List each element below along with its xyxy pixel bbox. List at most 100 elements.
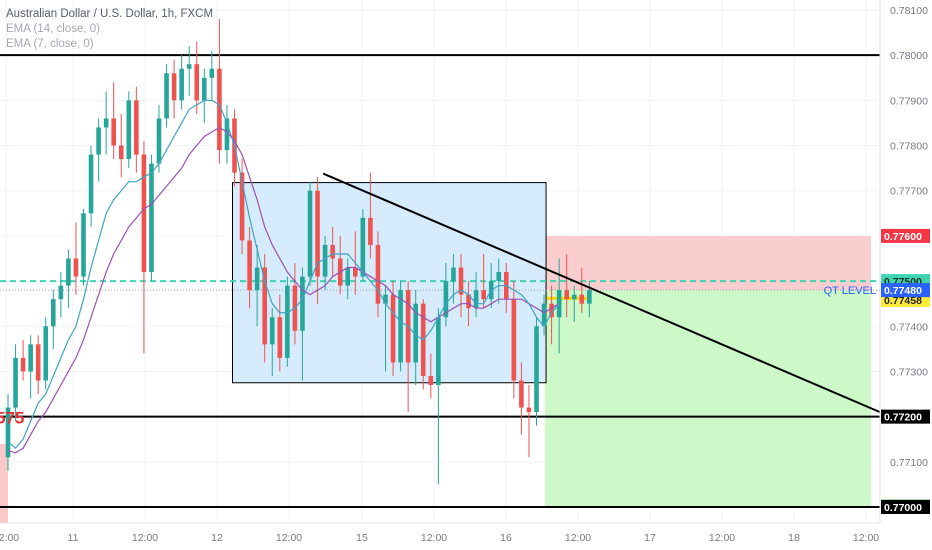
candle-body xyxy=(353,267,358,277)
candle-body xyxy=(224,118,230,151)
candle-body xyxy=(35,344,41,381)
candle-body xyxy=(534,326,539,413)
bullish-candle xyxy=(443,263,449,327)
candle-body xyxy=(73,258,79,277)
bullish-candle xyxy=(269,308,275,376)
bullish-candle xyxy=(345,258,351,300)
time-tick-label: 12:00 xyxy=(132,532,158,544)
candle-body xyxy=(209,68,215,78)
chart-legend: Australian Dollar / U.S. Dollar, 1h, FXC… xyxy=(6,7,213,52)
price-badges: 0.776000.775000.774580.774800.772000.770… xyxy=(0,228,930,514)
bullish-candle xyxy=(186,46,192,96)
bearish-candle xyxy=(277,294,283,372)
candle-body xyxy=(345,267,351,286)
candle-body xyxy=(156,118,162,164)
candle-body xyxy=(496,272,502,282)
candle-body xyxy=(428,375,434,386)
bearish-candle xyxy=(194,41,200,114)
bullish-candle xyxy=(398,281,403,372)
price-badge xyxy=(881,228,930,243)
candle-body xyxy=(103,118,109,128)
candle-body xyxy=(511,299,517,381)
price-tick-label: 0.77100 xyxy=(890,457,928,469)
time-tick-label: 17 xyxy=(644,532,656,544)
bearish-candle xyxy=(315,177,320,304)
price-tick-label: 0.77300 xyxy=(890,366,928,378)
take-profit-zone xyxy=(545,290,871,507)
candle-body xyxy=(307,190,313,277)
bullish-candle xyxy=(66,249,71,309)
price-badge xyxy=(881,500,930,514)
candle-body xyxy=(217,68,222,151)
price-axis: 0.78100 0.78000 0.77900 0.77800 0.77700 0.776… xyxy=(879,0,928,523)
candle-body xyxy=(66,258,71,286)
bullish-candle xyxy=(254,244,260,327)
candle-body xyxy=(443,281,449,318)
horizontal-levels xyxy=(0,54,880,508)
price-tick-label: 0.77800 xyxy=(890,141,928,153)
candle-body xyxy=(587,290,592,304)
ema14-line xyxy=(7,126,560,454)
time-tick-label: 12:00 xyxy=(276,532,302,544)
bullish-candle xyxy=(322,235,328,291)
bullish-candle xyxy=(496,258,502,304)
bullish-candle xyxy=(81,208,86,286)
candle-body xyxy=(458,267,464,295)
candle-body xyxy=(28,344,33,372)
candle-body xyxy=(300,276,305,331)
bearish-candle xyxy=(73,222,79,295)
bearish-candle xyxy=(519,362,524,435)
bullish-candle xyxy=(28,335,33,399)
bullish-candle xyxy=(156,104,162,173)
bullish-candle xyxy=(360,208,366,282)
candle-body xyxy=(526,407,532,413)
candle-body xyxy=(58,285,64,300)
candle-body xyxy=(13,357,18,408)
bullish-candle xyxy=(96,118,101,182)
price-badge-label: 0.77458 xyxy=(884,295,922,307)
ema7-legend[interactable]: EMA (7, close, 0) xyxy=(6,38,94,50)
candle-body xyxy=(118,145,124,160)
time-axis: 12:00 11 12:00 12 12:00 15 12:00 16 12:00 17 12:00… xyxy=(0,522,880,544)
candle-body xyxy=(111,118,116,146)
candle-body xyxy=(277,317,283,358)
candle-body xyxy=(202,77,207,101)
bullish-candle xyxy=(300,267,305,381)
candle-body xyxy=(96,127,101,155)
candle-body xyxy=(549,303,554,318)
bearish-candle xyxy=(368,172,373,259)
price-badge-label: 0.77480 xyxy=(884,285,922,297)
time-tick-label: 16 xyxy=(500,532,512,544)
candle-body xyxy=(179,68,184,101)
candle-body xyxy=(43,326,49,381)
candle-body xyxy=(5,407,11,458)
bullish-candle xyxy=(149,154,154,282)
time-tick-label: 12:00 xyxy=(565,532,591,544)
candle-body xyxy=(81,213,86,277)
ema14-legend[interactable]: EMA (14, close, 0) xyxy=(6,23,100,35)
bearish-candle xyxy=(579,267,585,313)
candle-body xyxy=(571,294,577,300)
stop-loss-zone xyxy=(545,235,871,291)
qt-level-label: QT LEVEL xyxy=(824,285,876,297)
candle-body xyxy=(20,357,26,372)
candle-body xyxy=(398,290,403,363)
candle-body xyxy=(247,240,252,291)
bearish-candle xyxy=(111,82,116,160)
candle-body xyxy=(254,267,260,291)
left-edge-zone xyxy=(0,443,8,523)
time-tick-label: 12:00 xyxy=(0,532,19,544)
bearish-candle xyxy=(375,231,381,318)
bullish-candle xyxy=(436,308,441,485)
symbol-title[interactable]: Australian Dollar / U.S. Dollar, 1h, FXC… xyxy=(6,8,214,20)
candle-body xyxy=(171,73,177,101)
bullish-candle xyxy=(103,91,109,155)
bullish-candle xyxy=(179,55,184,110)
bullish-candle xyxy=(534,317,539,426)
time-tick-label: 15 xyxy=(356,532,368,544)
candle-body xyxy=(269,317,275,345)
time-tick-label: 12:00 xyxy=(853,532,879,544)
candle-body xyxy=(51,299,56,327)
